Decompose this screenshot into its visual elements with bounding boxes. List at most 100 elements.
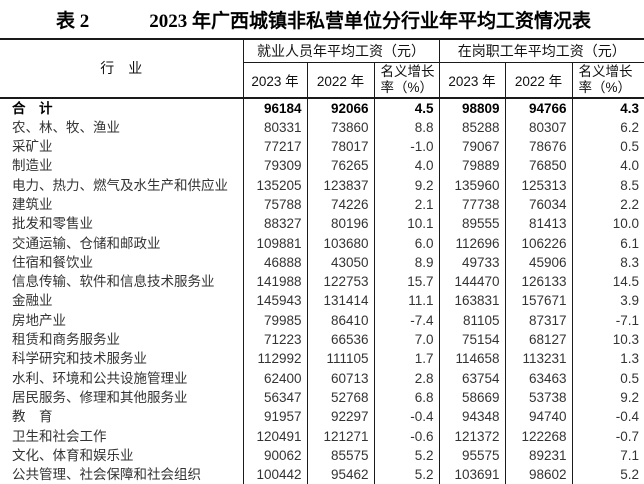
industry-cell: 卫生和社会工作 bbox=[12, 428, 107, 444]
industry-cell: 采矿业 bbox=[12, 139, 53, 155]
industry-cell: 金融业 bbox=[12, 293, 53, 309]
value-cell: 112992 bbox=[242, 349, 307, 369]
value-cell: 98602 bbox=[504, 465, 573, 484]
table-row: 合 计 96184 92066 4.5 98809 94766 4.3 bbox=[0, 97, 644, 118]
industry-cell: 居民服务、修理和其他服务业 bbox=[12, 389, 188, 405]
value-cell: 56347 bbox=[242, 387, 307, 408]
value-cell: 122268 bbox=[504, 426, 573, 446]
value-cell: 4.0 bbox=[373, 156, 440, 176]
industry-cell: 教 育 bbox=[12, 409, 53, 425]
value-cell: -7.4 bbox=[373, 310, 440, 331]
industry-cell: 房地产业 bbox=[12, 312, 66, 328]
value-cell: 75154 bbox=[438, 330, 506, 350]
table-body: 合 计 96184 92066 4.5 98809 94766 4.3 农、林、… bbox=[0, 97, 644, 484]
value-cell: 11.1 bbox=[373, 291, 440, 311]
value-cell: 5.2 bbox=[373, 465, 440, 484]
value-cell: 79889 bbox=[438, 156, 506, 176]
subheader-2023-employed: 2023 年 bbox=[242, 62, 307, 99]
value-cell: 6.8 bbox=[373, 387, 440, 408]
value-cell: 68127 bbox=[504, 330, 573, 350]
value-cell: 15.7 bbox=[373, 272, 440, 292]
table-row: 租赁和商务服务业 71223 66536 7.0 75154 68127 10.… bbox=[0, 330, 644, 350]
value-cell: 0.5 bbox=[571, 368, 644, 388]
value-cell: 9.2 bbox=[571, 387, 644, 408]
table-row: 卫生和社会工作 120491 121271 -0.6 121372 122268… bbox=[0, 426, 644, 446]
value-cell: 66536 bbox=[306, 330, 374, 350]
value-cell: 135960 bbox=[438, 175, 506, 195]
table-row: 建筑业 75788 74226 2.1 77738 76034 2.2 bbox=[0, 194, 644, 215]
industry-cell: 批发和零售业 bbox=[12, 216, 93, 232]
value-cell: 49733 bbox=[438, 252, 506, 273]
value-cell: 85288 bbox=[438, 117, 506, 138]
table-title: 表 2 2023 年广西城镇非私营单位分行业年平均工资情况表 bbox=[0, 0, 644, 38]
industry-cell: 信息传输、软件和信息技术服务业 bbox=[12, 274, 215, 290]
wage-table: 行 业 就业人员年平均工资（元） 在岗职工年平均工资（元） 2023 年 202… bbox=[0, 38, 644, 484]
value-cell: 5.2 bbox=[373, 445, 440, 466]
value-cell: 75788 bbox=[242, 194, 307, 215]
value-cell: 163831 bbox=[438, 291, 506, 311]
value-cell: 1.7 bbox=[373, 349, 440, 369]
industry-cell: 公共管理、社会保障和社会组织 bbox=[12, 467, 201, 483]
subheader-growth-onduty: 名义增长率（%） bbox=[571, 62, 644, 99]
value-cell: 89555 bbox=[438, 214, 506, 234]
value-cell: 88327 bbox=[242, 214, 307, 234]
header-group-row: 行 业 就业人员年平均工资（元） 在岗职工年平均工资（元） bbox=[0, 39, 644, 99]
value-cell: 114658 bbox=[438, 349, 506, 369]
value-cell: 8.9 bbox=[373, 252, 440, 273]
value-cell: 76034 bbox=[504, 194, 573, 215]
value-cell: 73860 bbox=[306, 117, 374, 138]
value-cell: -0.6 bbox=[373, 426, 440, 446]
value-cell: 111105 bbox=[306, 349, 374, 369]
value-cell: 43050 bbox=[306, 252, 374, 273]
value-cell: 63463 bbox=[504, 368, 573, 388]
value-cell: 60713 bbox=[306, 368, 374, 388]
value-cell: 77217 bbox=[242, 137, 307, 157]
value-cell: 76850 bbox=[504, 156, 573, 176]
value-cell: 58669 bbox=[438, 387, 506, 408]
value-cell: 80196 bbox=[306, 214, 374, 234]
value-cell: 80307 bbox=[504, 117, 573, 138]
table-row: 金融业 145943 131414 11.1 163831 157671 3.9 bbox=[0, 291, 644, 311]
value-cell: 85575 bbox=[306, 445, 374, 466]
subheader-2022-onduty: 2022 年 bbox=[504, 62, 573, 99]
value-cell: 2.8 bbox=[373, 368, 440, 388]
value-cell: 53738 bbox=[504, 387, 573, 408]
value-cell: 10.1 bbox=[373, 214, 440, 234]
group-header-employed: 就业人员年平均工资（元） bbox=[242, 39, 440, 63]
value-cell: 121372 bbox=[438, 426, 506, 446]
value-cell: -0.4 bbox=[373, 407, 440, 427]
value-cell: 89231 bbox=[504, 445, 573, 466]
value-cell: 90062 bbox=[242, 445, 307, 466]
value-cell: -1.0 bbox=[373, 137, 440, 157]
subheader-growth-employed: 名义增长率（%） bbox=[373, 62, 440, 99]
value-cell: 7.1 bbox=[571, 445, 644, 466]
value-cell: 52768 bbox=[306, 387, 374, 408]
value-cell: 5.2 bbox=[571, 465, 644, 484]
table-row: 居民服务、修理和其他服务业 56347 52768 6.8 58669 5373… bbox=[0, 387, 644, 408]
table-row: 采矿业 77217 78017 -1.0 79067 78676 0.5 bbox=[0, 137, 644, 157]
value-cell: 80331 bbox=[242, 117, 307, 138]
value-cell: 95462 bbox=[306, 465, 374, 484]
value-cell: 8.5 bbox=[571, 175, 644, 195]
table-row: 交通运输、仓储和邮政业 109881 103680 6.0 112696 106… bbox=[0, 233, 644, 253]
value-cell: 81413 bbox=[504, 214, 573, 234]
value-cell: 91957 bbox=[242, 407, 307, 427]
header-sub-row: 2023 年 2022 年 名义增长率（%） 2023 年 2022 年 名义增… bbox=[0, 62, 644, 99]
value-cell: 112696 bbox=[438, 233, 506, 253]
value-cell: 7.0 bbox=[373, 330, 440, 350]
value-cell: 8.8 bbox=[373, 117, 440, 138]
group-header-onduty: 在岗职工年平均工资（元） bbox=[438, 39, 644, 63]
value-cell: 122753 bbox=[306, 272, 374, 292]
industry-cell: 交通运输、仓储和邮政业 bbox=[12, 235, 161, 251]
table-row: 科学研究和技术服务业 112992 111105 1.7 114658 1132… bbox=[0, 349, 644, 369]
industry-cell: 租赁和商务服务业 bbox=[12, 332, 120, 348]
value-cell: 157671 bbox=[504, 291, 573, 311]
value-cell: 86410 bbox=[306, 310, 374, 331]
table-number-label: 表 2 bbox=[56, 10, 90, 32]
table-row: 教 育 91957 92297 -0.4 94348 94740 -0.4 bbox=[0, 407, 644, 427]
value-cell: 94348 bbox=[438, 407, 506, 427]
table-row: 制造业 79309 76265 4.0 79889 76850 4.0 bbox=[0, 156, 644, 176]
value-cell: 103680 bbox=[306, 233, 374, 253]
industry-cell: 合 计 bbox=[12, 100, 53, 116]
